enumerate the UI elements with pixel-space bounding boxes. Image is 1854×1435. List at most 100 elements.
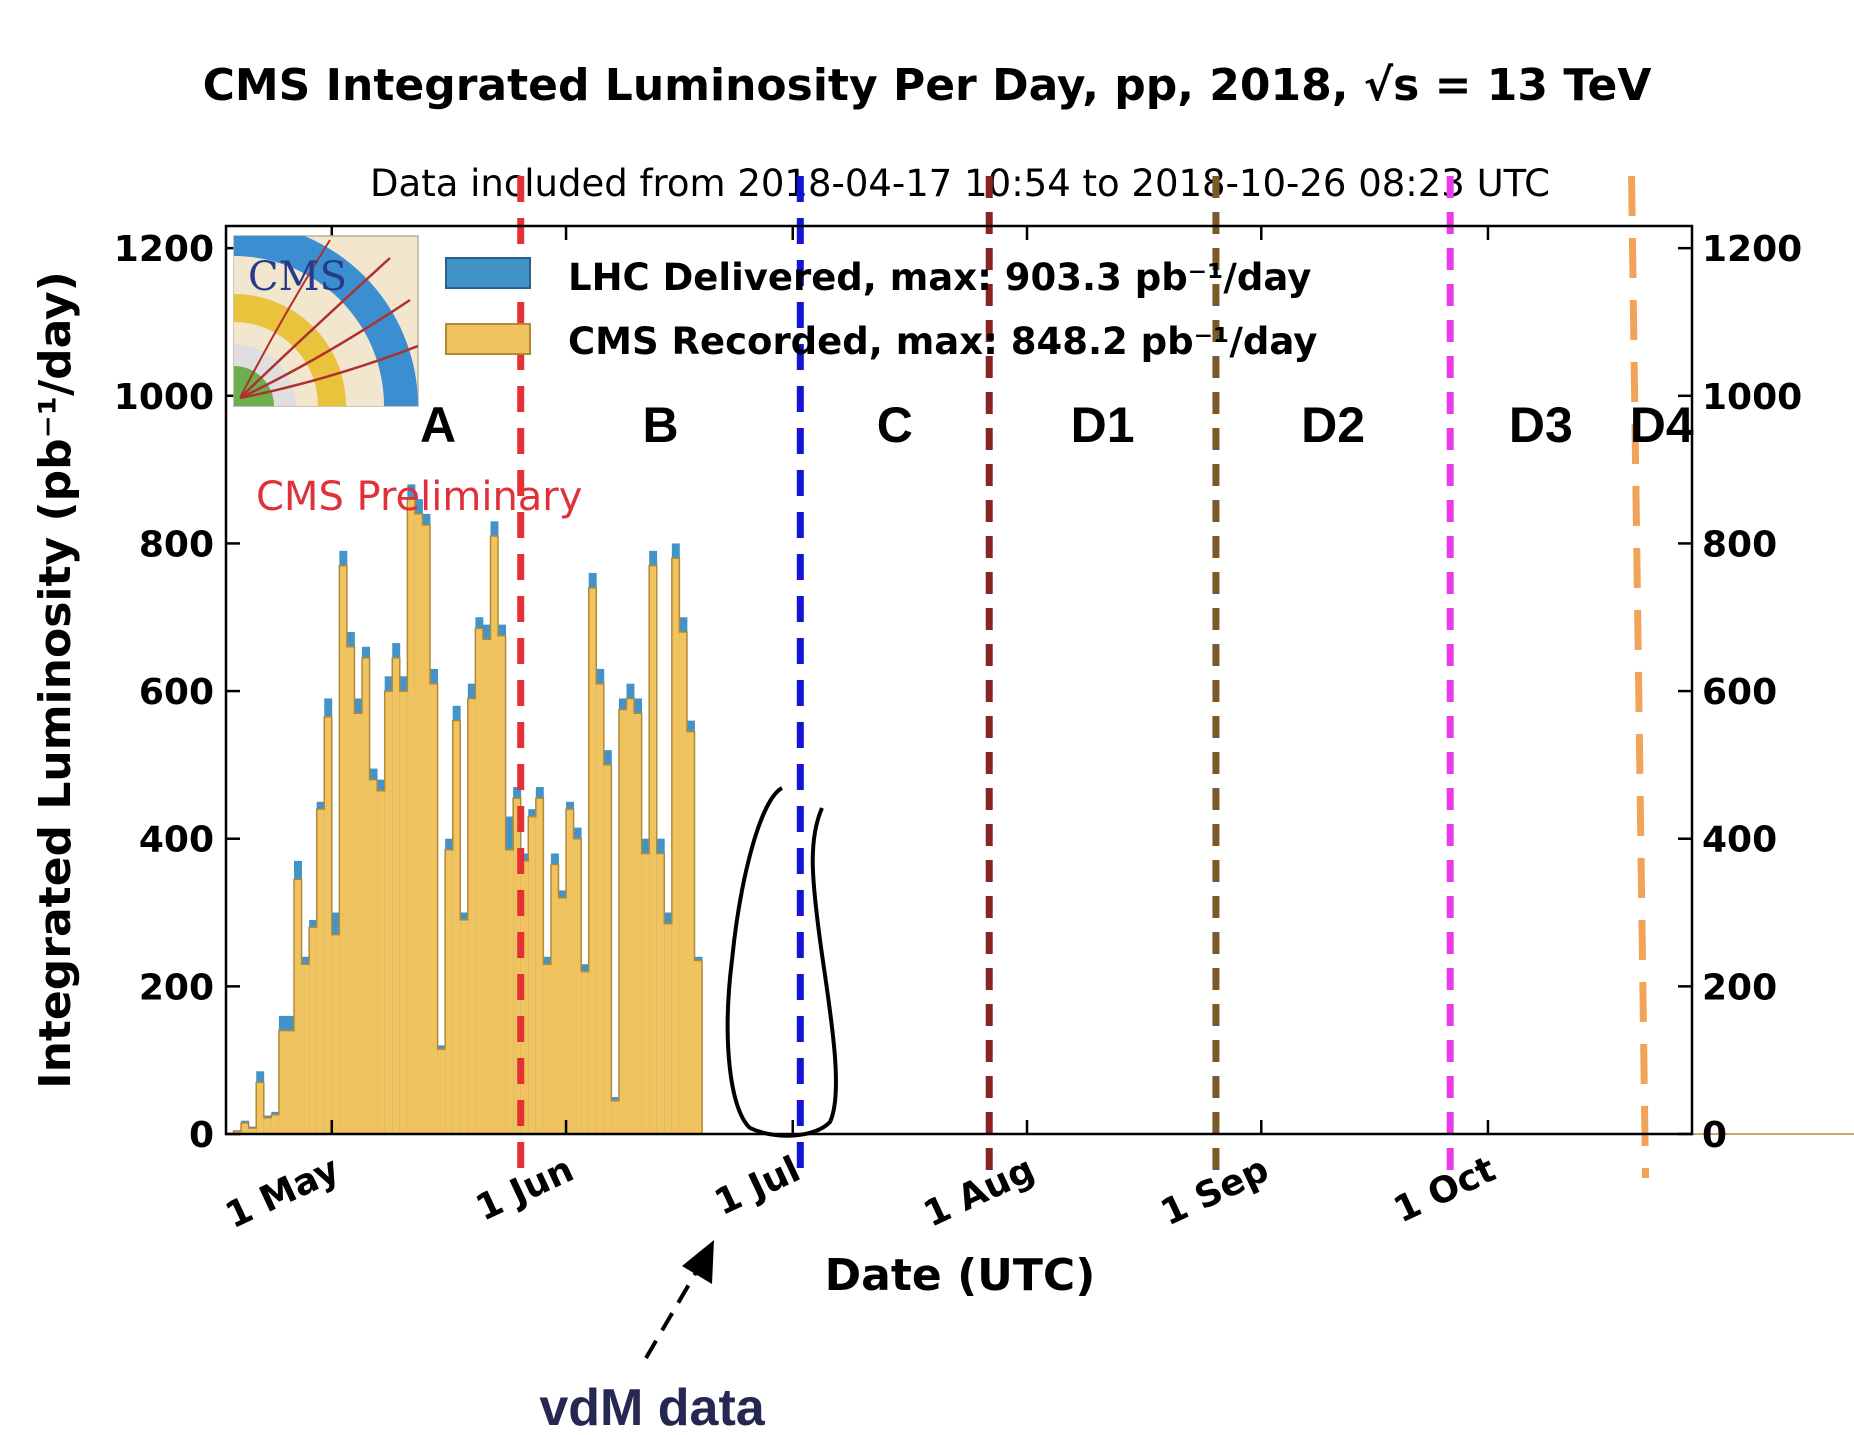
bar-recorded [241, 1122, 250, 1134]
y-tick-label-right: 600 [1702, 672, 1777, 713]
bar-recorded [490, 536, 499, 1134]
bar-recorded [414, 513, 423, 1134]
era-label: A [420, 397, 456, 453]
era-label: D3 [1509, 397, 1573, 453]
y-tick-label-right: 400 [1702, 820, 1777, 861]
legend-label-delivered: LHC Delivered, max: 903.3 pb⁻¹/day [568, 256, 1311, 299]
bar-recorded [664, 923, 673, 1134]
bar-recorded [256, 1082, 265, 1134]
bar-recorded [309, 927, 318, 1134]
bar-recorded [331, 934, 340, 1134]
bar-recorded [430, 683, 438, 1134]
bar-recorded [649, 565, 658, 1134]
bar-recorded [271, 1114, 280, 1134]
y-tick-label-right: 0 [1702, 1115, 1727, 1156]
vdm-arrowhead-icon [682, 1240, 714, 1284]
chart-subtitle: Data included from 2018-04-17 10:54 to 2… [370, 162, 1550, 205]
bar-recorded [346, 646, 355, 1134]
bar-recorded [611, 1100, 620, 1134]
era-label: D4 [1630, 397, 1694, 453]
bar-recorded [558, 897, 567, 1134]
bar-recorded [679, 632, 688, 1134]
bar-recorded [626, 698, 635, 1134]
bar-recorded [498, 635, 506, 1134]
bar-recorded [422, 524, 431, 1134]
bar-recorded [543, 964, 552, 1134]
bar-recorded [618, 709, 627, 1134]
chart-title: CMS Integrated Luminosity Per Day, pp, 2… [203, 60, 1652, 111]
era-lines-group [517, 175, 1650, 1179]
bar-recorded [339, 565, 348, 1134]
bar-recorded [581, 971, 590, 1134]
bar-recorded [482, 639, 491, 1134]
logo-text: CMS [248, 254, 347, 300]
bar-recorded [369, 779, 378, 1134]
era-boundary-line [1628, 175, 1650, 1179]
bar-recorded [324, 716, 333, 1134]
y-tick-label-right: 1000 [1702, 377, 1802, 418]
y-tick-label-left: 800 [139, 524, 214, 565]
bar-recorded [354, 713, 363, 1134]
bar-recorded [286, 1030, 295, 1134]
y-tick-label-left: 400 [139, 820, 214, 861]
bar-recorded [671, 558, 680, 1134]
bar-recorded [596, 683, 605, 1134]
bar-recorded [656, 853, 665, 1134]
bar-recorded [407, 499, 416, 1135]
bar-recorded [505, 849, 514, 1134]
x-tick-label: 1 Jul [709, 1149, 807, 1224]
bar-recorded [399, 691, 408, 1134]
bar-recorded [278, 1030, 287, 1134]
bar-recorded [437, 1049, 446, 1134]
bar-recorded [475, 628, 484, 1134]
bar-recorded [513, 798, 522, 1134]
legend-swatch-recorded [445, 323, 531, 355]
bar-recorded [528, 816, 537, 1134]
y-tick-label-right: 1200 [1702, 229, 1802, 270]
bar-recorded [294, 879, 302, 1134]
y-tick-label-left: 600 [139, 672, 214, 713]
x-tick-label: 1 May [219, 1149, 345, 1237]
bar-recorded [377, 790, 386, 1134]
legend-label-recorded: CMS Recorded, max: 848.2 pb⁻¹/day [568, 320, 1317, 363]
x-tick-label: 1 Aug [918, 1149, 1041, 1236]
bar-recorded [452, 720, 461, 1134]
bar-recorded [603, 764, 612, 1134]
y-axis-label: Integrated Luminosity (pb⁻¹/day) [30, 271, 81, 1089]
bar-recorded [362, 657, 370, 1134]
bar-recorded [588, 587, 597, 1134]
vdm-circle [725, 786, 838, 1138]
bar-recorded [566, 809, 575, 1134]
bar-recorded [445, 849, 454, 1134]
bar-recorded [686, 731, 695, 1134]
legend: LHC Delivered, max: 903.3 pb⁻¹/day CMS R… [445, 256, 1317, 363]
bar-recorded [535, 798, 544, 1134]
legend-swatch-delivered [445, 257, 531, 289]
vdm-label: vdM data [539, 1379, 765, 1435]
bars-group [232, 484, 1854, 1135]
bar-recorded [550, 864, 559, 1134]
bar-recorded [384, 691, 393, 1134]
x-tick-label: 1 Jun [470, 1149, 580, 1229]
bar-recorded [392, 657, 401, 1134]
vdm-annotation: vdM data [539, 786, 838, 1435]
plot-frame [224, 224, 1694, 1136]
x-tick-label: 1 Oct [1388, 1149, 1502, 1231]
bar-recorded [316, 809, 325, 1134]
era-label: D1 [1071, 397, 1135, 453]
era-label: C [877, 397, 913, 453]
vdm-arrow-line [644, 1260, 704, 1360]
era-label: D2 [1301, 397, 1365, 453]
bar-recorded [467, 698, 476, 1134]
bar-recorded [520, 860, 529, 1134]
y-tick-label-left: 200 [139, 967, 214, 1008]
preliminary-label: CMS Preliminary [256, 474, 582, 520]
bar-recorded [573, 838, 582, 1134]
x-axis-label: Date (UTC) [825, 1250, 1096, 1301]
bar-recorded [460, 919, 469, 1134]
bar-recorded [233, 1131, 242, 1134]
era-labels-group: A B C D1 D2 D3 D4 [420, 397, 1694, 453]
y-tick-label-right: 800 [1702, 524, 1777, 565]
bar-recorded [641, 853, 650, 1134]
